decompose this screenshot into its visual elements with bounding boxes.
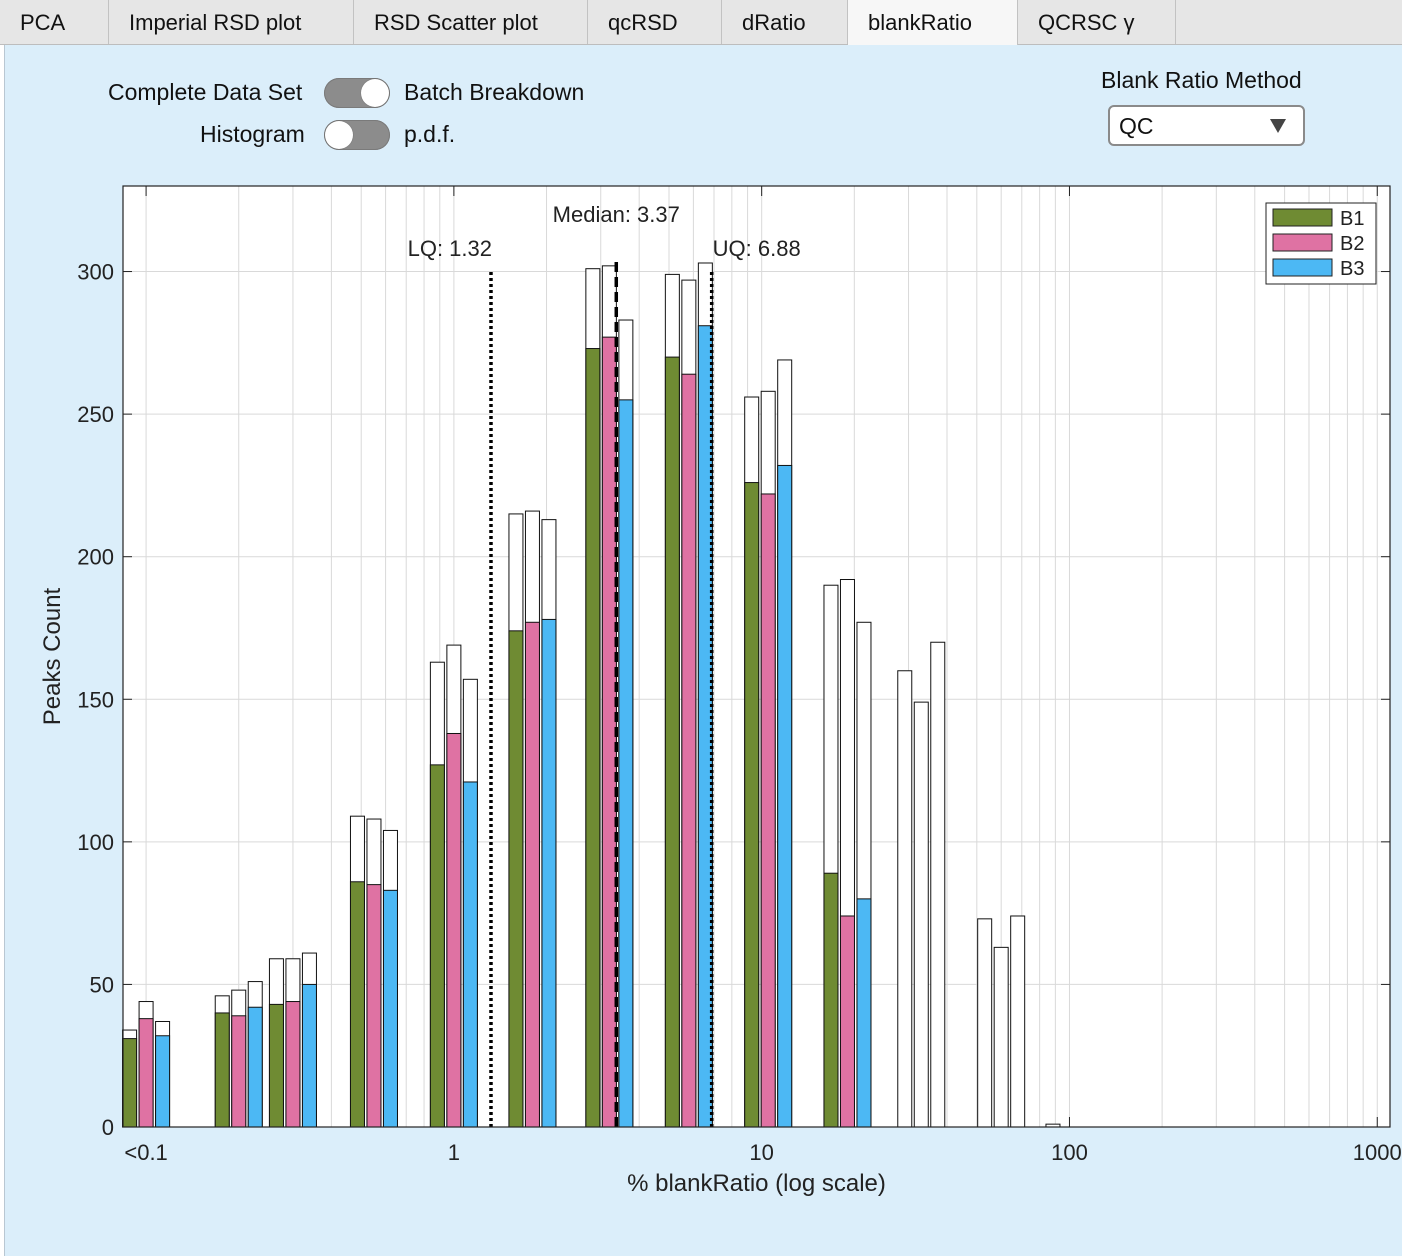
bar-filled-b1: [508, 630, 524, 1128]
plot-frame: [122, 185, 1391, 1128]
y-tick-label: 250: [77, 402, 114, 427]
pdf-label: p.d.f.: [404, 121, 456, 147]
blank-ratio-method-label: Blank Ratio Method: [1101, 67, 1302, 93]
y-tick-label: 300: [77, 260, 114, 285]
bar-filled-b2: [138, 1018, 154, 1128]
bar-filled-b3: [247, 1006, 263, 1128]
bar-filled-b3: [462, 781, 478, 1128]
tab-blankratio[interactable]: blankRatio: [848, 0, 1018, 45]
bar-filled-b2: [839, 915, 855, 1128]
bar-filled-b1: [349, 881, 365, 1128]
y-tick-label: 150: [77, 687, 114, 712]
bar-filled-b3: [541, 618, 557, 1128]
bar-total-b1: [897, 670, 913, 1128]
bar-total-b2: [993, 946, 1009, 1128]
tab-qcrsc-gamma[interactable]: QCRSC γ: [1018, 0, 1176, 44]
bar-total-b3: [1010, 915, 1026, 1128]
x-axis-label: % blankRatio (log scale): [627, 1170, 886, 1197]
tab-dratio[interactable]: dRatio: [722, 0, 848, 44]
y-tick-label: 100: [77, 830, 114, 855]
x-tick-label: 1: [448, 1140, 460, 1165]
bar-filled-b1: [585, 348, 601, 1128]
bar-filled-b2: [681, 373, 697, 1128]
bar-total-b1: [977, 918, 993, 1128]
legend-swatch: [1272, 233, 1333, 252]
y-tick-label: 200: [77, 545, 114, 570]
legend-label: B1: [1340, 208, 1364, 230]
bar-filled-b3: [856, 898, 872, 1128]
legend-swatch: [1272, 208, 1333, 227]
triangle-down-icon: [1270, 119, 1286, 133]
bar-total-b2: [913, 701, 929, 1128]
bar-filled-b2: [601, 336, 617, 1128]
toggle-knob: [361, 79, 389, 107]
y-axis-label: Peaks Count: [39, 587, 66, 725]
y-tick-label: 0: [102, 1115, 114, 1140]
legend-label: B3: [1340, 258, 1364, 280]
bar-filled-b1: [823, 872, 839, 1128]
blank-ratio-method-dropdown[interactable]: QC: [1108, 105, 1305, 146]
bar-filled-b1: [214, 1012, 230, 1128]
bar-filled-b3: [618, 399, 634, 1128]
y-tick-label: 50: [90, 972, 114, 997]
batch-breakdown-toggle[interactable]: [324, 78, 390, 108]
bar-filled-b2: [446, 732, 462, 1128]
bar-filled-b1: [122, 1038, 138, 1128]
bar-total-b3: [930, 641, 946, 1128]
tab-qcrsd[interactable]: qcRSD: [588, 0, 722, 44]
tab-rsd-scatter-plot[interactable]: RSD Scatter plot: [354, 0, 588, 44]
x-tick-label: <0.1: [124, 1140, 167, 1165]
legend-label: B2: [1340, 233, 1364, 255]
x-tick-label: 10: [749, 1140, 773, 1165]
dropdown-value: QC: [1119, 113, 1154, 139]
pdf-toggle[interactable]: [324, 120, 390, 150]
tab-imperial-rsd-plot[interactable]: Imperial RSD plot: [109, 0, 354, 44]
bar-filled-b1: [744, 482, 760, 1128]
batch-breakdown-label: Batch Breakdown: [404, 79, 585, 105]
bar-filled-b3: [777, 464, 793, 1128]
bar-filled-b1: [664, 356, 680, 1128]
ref-label-lq: LQ: 1.32: [408, 236, 492, 261]
bar-filled-b1: [268, 1003, 284, 1128]
histogram-label: Histogram: [200, 121, 305, 147]
bar-filled-b2: [524, 621, 540, 1128]
complete-data-set-label: Complete Data Set: [108, 79, 303, 105]
toggle-knob: [325, 121, 353, 149]
legend-swatch: [1272, 258, 1333, 277]
bar-filled-b1: [429, 764, 445, 1128]
bar-filled-b3: [155, 1035, 171, 1128]
bar-filled-b3: [382, 889, 398, 1128]
bar-filled-b2: [231, 1015, 247, 1128]
bar-filled-b2: [285, 1001, 301, 1128]
tab-pca[interactable]: PCA: [0, 0, 109, 44]
bar-filled-b2: [760, 493, 776, 1128]
ref-label-uq: UQ: 6.88: [713, 236, 801, 261]
bar-filled-b2: [366, 884, 382, 1128]
x-tick-label: 1000: [1353, 1140, 1402, 1165]
ref-label-median: Median: 3.37: [553, 202, 680, 227]
x-tick-label: 100: [1051, 1140, 1088, 1165]
tab-bar: PCA Imperial RSD plot RSD Scatter plot q…: [0, 0, 1402, 45]
bar-filled-b3: [301, 983, 317, 1128]
